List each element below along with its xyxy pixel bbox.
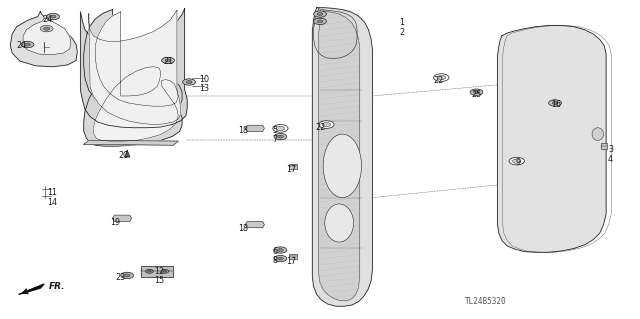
Text: 6: 6	[273, 247, 278, 256]
Circle shape	[278, 135, 284, 138]
Text: 1: 1	[399, 19, 404, 27]
Polygon shape	[19, 284, 44, 294]
Text: FR.: FR.	[49, 282, 65, 291]
Circle shape	[274, 247, 287, 253]
Circle shape	[148, 271, 151, 272]
Text: 4: 4	[608, 155, 613, 164]
Text: 17: 17	[286, 257, 296, 266]
Text: 20: 20	[118, 151, 129, 160]
Circle shape	[121, 272, 134, 278]
Circle shape	[317, 20, 323, 23]
Text: 5: 5	[273, 126, 278, 135]
Text: TL24B5320: TL24B5320	[465, 297, 507, 306]
Polygon shape	[84, 140, 178, 145]
Circle shape	[474, 91, 479, 93]
Text: 24: 24	[42, 15, 52, 24]
Text: 25: 25	[471, 90, 481, 99]
Circle shape	[509, 157, 524, 165]
Circle shape	[513, 159, 521, 163]
Circle shape	[40, 26, 53, 32]
Polygon shape	[81, 9, 187, 128]
Circle shape	[165, 59, 171, 62]
Circle shape	[552, 101, 558, 104]
Text: 22: 22	[433, 76, 444, 85]
Text: 13: 13	[199, 85, 209, 93]
Text: 19: 19	[111, 218, 121, 227]
Text: 16: 16	[551, 100, 561, 109]
Text: 24: 24	[16, 41, 26, 50]
Ellipse shape	[592, 128, 604, 140]
Circle shape	[470, 89, 483, 95]
Polygon shape	[312, 8, 372, 306]
Text: 17: 17	[286, 165, 296, 174]
Ellipse shape	[323, 134, 362, 197]
Polygon shape	[89, 10, 180, 124]
Text: 11: 11	[47, 188, 57, 197]
Bar	[289, 164, 297, 169]
Circle shape	[319, 121, 334, 128]
Polygon shape	[245, 125, 264, 131]
Circle shape	[182, 79, 195, 85]
Text: 18: 18	[238, 224, 248, 233]
Circle shape	[186, 81, 192, 84]
Circle shape	[548, 100, 561, 106]
Bar	[141, 266, 173, 277]
Ellipse shape	[324, 204, 353, 242]
Circle shape	[273, 124, 288, 132]
Text: 23: 23	[116, 272, 126, 281]
Polygon shape	[84, 10, 182, 146]
Circle shape	[25, 43, 30, 46]
Text: 7: 7	[273, 135, 278, 144]
Circle shape	[437, 76, 445, 80]
Bar	[289, 254, 297, 259]
Circle shape	[47, 13, 60, 20]
Circle shape	[276, 126, 285, 130]
Text: 8: 8	[273, 256, 278, 265]
Text: 3: 3	[608, 145, 613, 154]
Circle shape	[162, 57, 174, 63]
Polygon shape	[497, 26, 606, 252]
Circle shape	[124, 274, 130, 277]
Circle shape	[322, 122, 331, 127]
Text: 9: 9	[515, 158, 520, 167]
Circle shape	[146, 269, 154, 273]
Polygon shape	[319, 11, 360, 301]
Circle shape	[278, 249, 284, 251]
Circle shape	[50, 15, 56, 18]
Circle shape	[161, 269, 169, 273]
Circle shape	[317, 13, 323, 15]
Circle shape	[434, 74, 449, 81]
Circle shape	[21, 41, 34, 48]
Text: 14: 14	[47, 198, 57, 207]
Text: 12: 12	[154, 267, 164, 276]
Polygon shape	[93, 12, 178, 141]
Circle shape	[278, 257, 284, 260]
Polygon shape	[125, 151, 130, 157]
Text: 10: 10	[199, 75, 209, 84]
Circle shape	[274, 133, 287, 140]
Polygon shape	[113, 215, 132, 221]
Circle shape	[274, 256, 287, 262]
Text: 2: 2	[399, 28, 404, 37]
Circle shape	[163, 271, 166, 272]
Text: 15: 15	[154, 276, 164, 285]
Polygon shape	[10, 12, 77, 67]
Bar	[601, 143, 607, 149]
Polygon shape	[245, 221, 264, 228]
Text: 21: 21	[163, 57, 173, 66]
Text: 22: 22	[315, 123, 325, 132]
Text: 18: 18	[238, 126, 248, 135]
Circle shape	[44, 27, 50, 30]
Circle shape	[314, 11, 326, 17]
Polygon shape	[23, 18, 71, 55]
Circle shape	[314, 18, 326, 25]
